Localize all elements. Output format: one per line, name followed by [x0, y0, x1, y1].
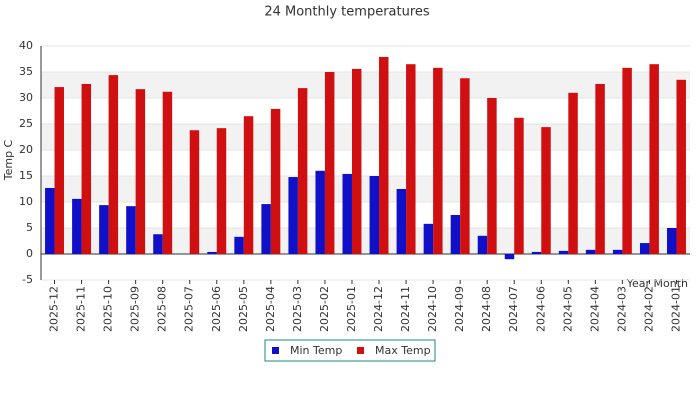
grid-band — [41, 72, 690, 98]
x-tick-label: 2025-07 — [183, 286, 196, 332]
bar — [45, 187, 55, 254]
bar — [487, 98, 497, 254]
x-tick-label: 2024-07 — [507, 286, 520, 332]
x-tick-label: 2024-09 — [453, 286, 466, 332]
bar — [324, 72, 335, 254]
bar — [585, 249, 596, 254]
y-tick-label: 30 — [19, 91, 33, 104]
x-tick-label: 2024-08 — [480, 286, 493, 332]
bar — [460, 78, 470, 255]
y-axis-label: Temp C — [2, 139, 15, 181]
x-tick-label: 2025-08 — [156, 286, 169, 332]
bar — [541, 127, 551, 254]
bar — [72, 198, 82, 254]
x-tick-label: 2024-10 — [426, 286, 439, 332]
x-tick-label: 2024-04 — [588, 286, 601, 332]
bar — [504, 254, 515, 260]
x-tick-label: 2024-12 — [372, 286, 385, 332]
x-tick-label: 2025-02 — [318, 286, 331, 332]
bar — [369, 176, 380, 254]
bar — [396, 189, 407, 254]
bar — [234, 236, 244, 254]
x-tick-label: 2024-02 — [642, 286, 655, 332]
x-tick-label: 2024-11 — [399, 286, 412, 332]
y-tick-label: 20 — [19, 143, 33, 156]
bar — [423, 223, 434, 254]
bar — [531, 251, 542, 254]
bar — [54, 87, 64, 254]
legend-swatch — [272, 347, 279, 354]
x-tick-label: 2025-04 — [264, 286, 277, 332]
x-tick-label: 2025-06 — [210, 286, 223, 332]
bar — [477, 235, 488, 254]
bar — [667, 228, 677, 254]
x-tick-label: 2024-06 — [534, 286, 547, 332]
x-tick-label: 2024-01 — [669, 286, 682, 332]
bar — [162, 91, 173, 254]
bar — [612, 249, 623, 254]
x-tick-label: 2025-10 — [102, 286, 115, 332]
bar — [639, 243, 650, 254]
x-tick-label: 2025-05 — [237, 286, 250, 332]
y-tick-label: 5 — [26, 221, 33, 234]
grid-band — [41, 228, 690, 254]
x-tick-label: 2024-03 — [615, 286, 628, 332]
y-tick-label: 40 — [19, 39, 33, 52]
bar — [108, 75, 119, 255]
bar — [342, 173, 352, 254]
bar — [315, 170, 325, 254]
legend-label: Min Temp — [290, 344, 342, 357]
bar — [189, 130, 200, 254]
bar — [568, 92, 578, 254]
bar — [676, 79, 686, 254]
y-tick-label: 15 — [19, 169, 33, 182]
x-tick-label: 2025-03 — [291, 286, 304, 332]
bar — [595, 83, 605, 255]
y-tick-label: 25 — [19, 117, 33, 130]
bar — [288, 177, 298, 254]
bar — [514, 117, 524, 254]
x-tick-label: 2025-09 — [129, 286, 142, 332]
bar — [207, 251, 217, 254]
bar — [99, 205, 109, 254]
x-tick-label: 2025-11 — [75, 286, 88, 332]
bar — [622, 67, 632, 254]
bar — [261, 204, 271, 254]
bar — [135, 89, 146, 254]
bar — [297, 88, 308, 255]
bar — [351, 68, 362, 254]
grid-band — [41, 176, 690, 202]
bar — [433, 67, 443, 254]
x-tick-label: 2025-12 — [48, 286, 61, 332]
bar — [406, 64, 416, 254]
bar — [649, 64, 659, 254]
chart-title: 24 Monthly temperatures — [264, 5, 430, 20]
y-tick-label: 35 — [19, 65, 33, 78]
bar — [81, 83, 92, 255]
legend-label: Max Temp — [375, 344, 431, 357]
bar — [126, 206, 136, 254]
bar — [270, 108, 281, 254]
y-tick-label: -5 — [22, 273, 33, 286]
grid-band — [41, 124, 690, 150]
legend-swatch — [357, 347, 364, 354]
bar — [243, 116, 254, 254]
bar — [153, 234, 163, 254]
bar — [450, 215, 461, 254]
legend — [264, 339, 436, 362]
y-tick-label: 0 — [26, 247, 33, 260]
x-tick-label: 2025-01 — [345, 286, 358, 332]
bar — [379, 56, 389, 254]
bar — [216, 128, 227, 254]
x-tick-label: 2024-05 — [561, 286, 574, 332]
y-tick-label: 10 — [19, 195, 33, 208]
bar — [558, 250, 569, 254]
